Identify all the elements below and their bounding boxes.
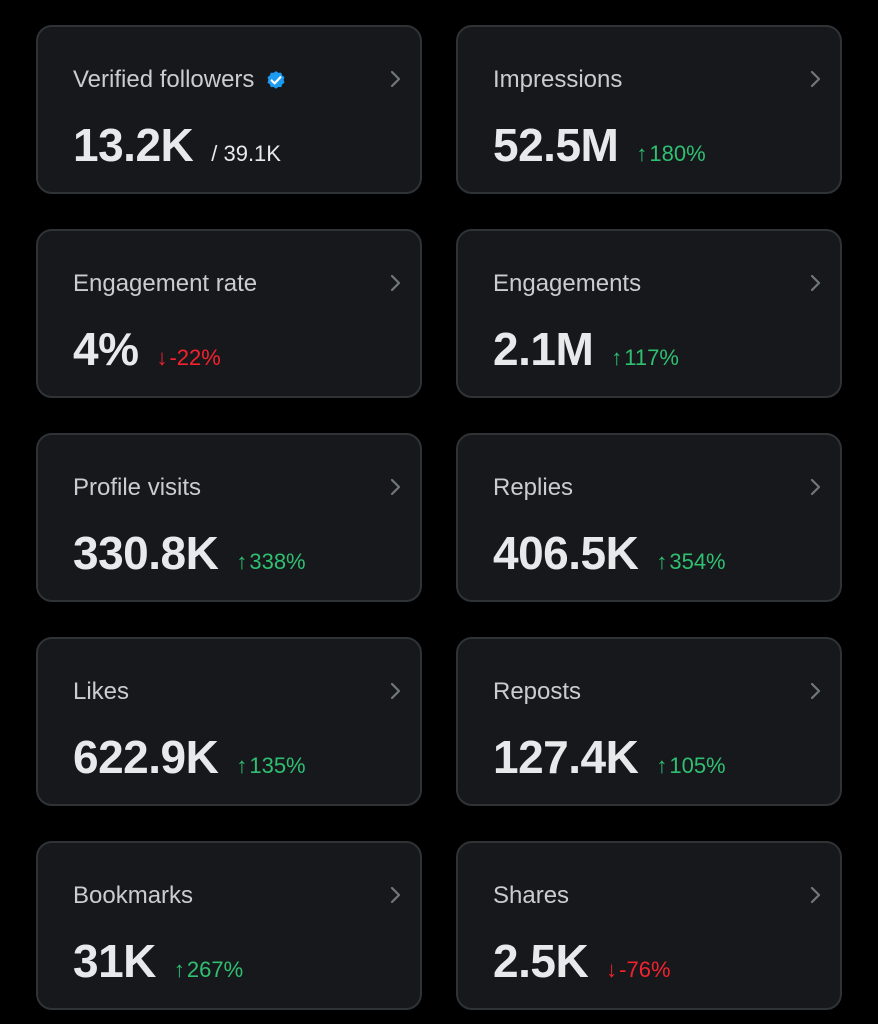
card-reposts[interactable]: Reposts 127.4K ↑ 105% — [456, 637, 842, 806]
total-followers: / 39.1K — [211, 141, 281, 166]
value-row: 13.2K / 39.1K — [73, 119, 281, 171]
card-shares[interactable]: Shares 2.5K ↓ -76% — [456, 841, 842, 1010]
card-label: Verified followers — [73, 66, 255, 93]
trend-indicator: ↑ 338% — [236, 549, 305, 575]
trend-value: -76% — [619, 957, 671, 982]
value-row: 406.5K ↑ 354% — [493, 527, 726, 579]
card-likes[interactable]: Likes 622.9K ↑ 135% — [36, 637, 422, 806]
trend-down-arrow-icon: ↓ — [156, 345, 168, 370]
trend-value: 117% — [624, 345, 679, 370]
chevron-right-icon — [810, 70, 821, 88]
trend-indicator: ↑ 354% — [656, 549, 725, 575]
card-label-wrap: Engagement rate — [73, 269, 257, 299]
card-label-wrap: Verified followers — [73, 65, 288, 95]
card-replies[interactable]: Replies 406.5K ↑ 354% — [456, 433, 842, 602]
trend-up-arrow-icon: ↑ — [236, 753, 248, 778]
trend-up-arrow-icon: ↑ — [173, 957, 185, 982]
card-label: Impressions — [493, 66, 623, 93]
value-row: 330.8K ↑ 338% — [73, 527, 306, 579]
card-label-wrap: Replies — [493, 473, 573, 503]
chevron-right-icon — [810, 478, 821, 496]
card-impressions[interactable]: Impressions 52.5M ↑ 180% — [456, 25, 842, 194]
card-label-wrap: Impressions — [493, 65, 622, 95]
chevron-right-icon — [390, 886, 401, 904]
card-label: Bookmarks — [73, 882, 194, 909]
trend-indicator: ↑ 267% — [174, 957, 243, 983]
metric-value: 4% — [73, 323, 139, 375]
chevron-right-icon — [810, 886, 821, 904]
trend-up-arrow-icon: ↑ — [611, 345, 623, 370]
card-label: Engagements — [493, 270, 642, 297]
card-label-wrap: Likes — [73, 677, 129, 707]
card-label: Replies — [493, 474, 574, 501]
value-row: 622.9K ↑ 135% — [73, 731, 306, 783]
card-label: Shares — [493, 882, 570, 909]
metric-value: 127.4K — [493, 731, 639, 783]
card-label: Reposts — [493, 678, 582, 705]
trend-value: 338% — [249, 549, 306, 574]
card-label: Engagement rate — [73, 270, 258, 297]
trend-indicator: ↑ 105% — [656, 753, 725, 779]
card-label-wrap: Profile visits — [73, 473, 201, 503]
trend-value: 135% — [249, 753, 306, 778]
metric-value: 2.1M — [493, 323, 594, 375]
trend-indicator: ↑ 180% — [636, 141, 705, 167]
metric-value: 2.5K — [493, 935, 589, 987]
card-label: Likes — [73, 678, 130, 705]
metrics-grid: Verified followers 13.2K / 39.1K Impress… — [36, 25, 842, 1010]
chevron-right-icon — [390, 274, 401, 292]
chevron-right-icon — [810, 274, 821, 292]
value-row: 31K ↑ 267% — [73, 935, 243, 987]
card-verified-followers[interactable]: Verified followers 13.2K / 39.1K — [36, 25, 422, 194]
metric-value: 52.5M — [493, 119, 619, 171]
trend-up-arrow-icon: ↑ — [236, 549, 248, 574]
card-label-wrap: Reposts — [493, 677, 581, 707]
chevron-right-icon — [390, 478, 401, 496]
trend-up-arrow-icon: ↑ — [636, 141, 648, 166]
card-label-wrap: Shares — [493, 881, 569, 911]
value-row: 127.4K ↑ 105% — [493, 731, 726, 783]
card-profile-visits[interactable]: Profile visits 330.8K ↑ 338% — [36, 433, 422, 602]
value-row: 2.1M ↑ 117% — [493, 323, 679, 375]
metric-value: 13.2K — [73, 119, 194, 171]
trend-indicator: ↓ -76% — [606, 957, 670, 983]
card-label-wrap: Engagements — [493, 269, 641, 299]
metric-value: 31K — [73, 935, 156, 987]
card-engagement-rate[interactable]: Engagement rate 4% ↓ -22% — [36, 229, 422, 398]
chevron-right-icon — [390, 682, 401, 700]
trend-down-arrow-icon: ↓ — [606, 957, 618, 982]
trend-value: 105% — [669, 753, 726, 778]
trend-indicator: ↓ -22% — [156, 345, 220, 371]
card-engagements[interactable]: Engagements 2.1M ↑ 117% — [456, 229, 842, 398]
trend-value: 180% — [649, 141, 706, 166]
trend-indicator: ↑ 135% — [236, 753, 305, 779]
card-bookmarks[interactable]: Bookmarks 31K ↑ 267% — [36, 841, 422, 1010]
metric-value: 330.8K — [73, 527, 219, 579]
value-row: 52.5M ↑ 180% — [493, 119, 706, 171]
value-row: 4% ↓ -22% — [73, 323, 221, 375]
verified-badge-icon — [267, 71, 285, 89]
value-row: 2.5K ↓ -76% — [493, 935, 671, 987]
trend-up-arrow-icon: ↑ — [656, 753, 668, 778]
chevron-right-icon — [390, 70, 401, 88]
card-label: Profile visits — [73, 474, 202, 501]
trend-up-arrow-icon: ↑ — [656, 549, 668, 574]
card-label-wrap: Bookmarks — [73, 881, 193, 911]
trend-value: 354% — [669, 549, 726, 574]
metric-value: 406.5K — [493, 527, 639, 579]
trend-value: -22% — [169, 345, 221, 370]
trend-indicator: ↑ 117% — [611, 345, 679, 371]
trend-value: 267% — [186, 957, 244, 982]
chevron-right-icon — [810, 682, 821, 700]
metric-value: 622.9K — [73, 731, 219, 783]
